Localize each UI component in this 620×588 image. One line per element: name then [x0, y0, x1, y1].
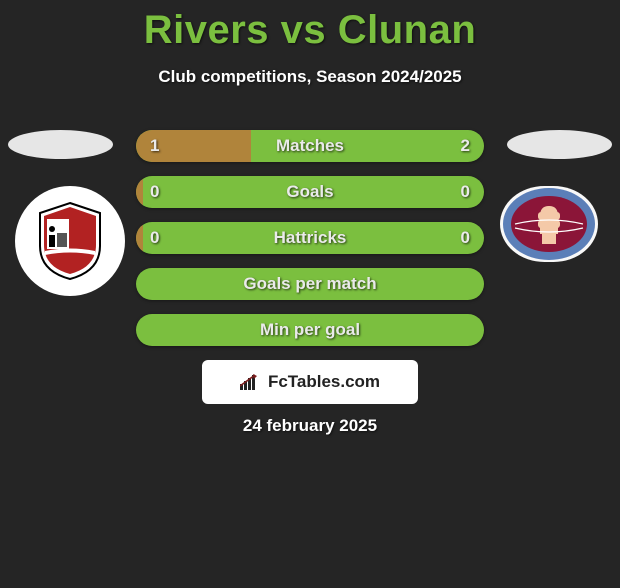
- stat-label: Goals: [136, 182, 484, 202]
- shield-icon: [35, 201, 105, 281]
- stat-bar-hattricks: 0 Hattricks 0: [136, 222, 484, 254]
- stat-bar-gpm: Goals per match: [136, 268, 484, 300]
- stat-bar-goals: 0 Goals 0: [136, 176, 484, 208]
- bar-chart-icon: [240, 374, 262, 390]
- fctables-logo-text: FcTables.com: [268, 372, 380, 392]
- club-crest-left: [15, 186, 125, 296]
- stat-right-value: 0: [461, 228, 470, 248]
- fctables-logo[interactable]: FcTables.com: [202, 360, 418, 404]
- player-photo-left-placeholder: [8, 130, 113, 159]
- stat-bar-matches: 1 Matches 2: [136, 130, 484, 162]
- crest-icon: [500, 186, 598, 262]
- stat-label: Hattricks: [136, 228, 484, 248]
- stats-container: 1 Matches 2 0 Goals 0 0 Hattricks 0 Goal…: [136, 130, 484, 360]
- club-crest-right: [500, 186, 598, 262]
- subtitle: Club competitions, Season 2024/2025: [0, 67, 620, 87]
- stat-bar-mpg: Min per goal: [136, 314, 484, 346]
- player-photo-right-placeholder: [507, 130, 612, 159]
- stat-label: Matches: [136, 136, 484, 156]
- stat-right-value: 2: [461, 136, 470, 156]
- date-label: 24 february 2025: [0, 416, 620, 436]
- page-title: Rivers vs Clunan: [0, 8, 620, 53]
- stat-label: Goals per match: [136, 274, 484, 294]
- stat-right-value: 0: [461, 182, 470, 202]
- stat-label: Min per goal: [136, 320, 484, 340]
